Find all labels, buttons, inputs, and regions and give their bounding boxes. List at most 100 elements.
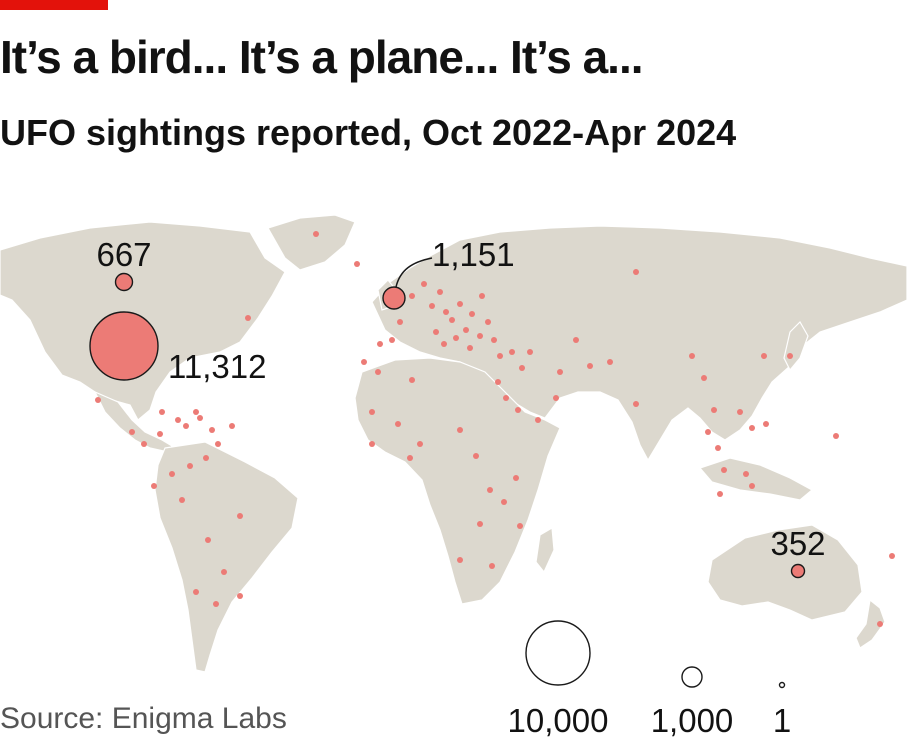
sighting-dot [209,427,215,433]
leader-line-united-kingdom [395,257,433,288]
sighting-dot [513,475,519,481]
legend-circle-1 [778,681,786,689]
sighting-dot [689,353,695,359]
bubble-canada [114,272,134,292]
label-11312: 11,312 [168,348,266,385]
sighting-dot [429,303,435,309]
sighting-dot [369,409,375,415]
sighting-dot [245,315,251,321]
sighting-dot [557,369,563,375]
legend-label-1000: 1,000 [651,702,734,739]
sighting-dot [457,557,463,563]
sighting-dot [397,319,403,325]
sighting-dot [737,409,743,415]
sighting-dot [501,499,507,505]
sighting-dot [711,407,717,413]
sighting-dot [487,487,493,493]
sighting-dot [715,445,721,451]
sighting-dot [417,441,423,447]
legend-label-1: 1 [773,702,791,739]
sighting-dot [721,467,727,473]
sighting-dot [169,471,175,477]
sighting-dot [375,369,381,375]
sighting-dot [437,289,443,295]
sighting-dot [463,327,469,333]
sighting-dot [237,593,243,599]
sighting-dot [587,363,593,369]
land-madagascar [535,527,555,574]
sighting-dot [573,337,579,343]
sighting-dot [517,523,523,529]
sighting-dot [159,409,165,415]
sighting-dot [717,491,723,497]
land-sea-islands [698,457,814,501]
sighting-dot [527,349,533,355]
sighting-dot [607,359,613,365]
sighting-dot [705,429,711,435]
sighting-dot [749,483,755,489]
landmasses [0,214,907,673]
label-667: 667 [96,236,151,273]
sighting-dot [187,463,193,469]
sighting-dot [213,601,219,607]
bubble-united-states [89,311,159,381]
sighting-dot [877,621,883,627]
sighting-dot [361,359,367,365]
sighting-dot [354,261,360,267]
sighting-dot [409,293,415,299]
sighting-dot [763,421,769,427]
sighting-dot [237,513,243,519]
sighting-dot [467,345,473,351]
sighting-dot [743,471,749,477]
sighting-dot [313,231,319,237]
legend-circle-10000 [525,620,591,686]
sighting-dot [215,441,221,447]
legend-circle-1000 [681,666,703,688]
sighting-dot [457,301,463,307]
sighting-dot [193,589,199,595]
sighting-dot [129,429,135,435]
sighting-dot [519,365,525,371]
sighting-dot [701,375,707,381]
sighting-dot [469,311,475,317]
sighting-dot [457,427,463,433]
land-australia [707,524,863,621]
sighting-dot [193,409,199,415]
chart-title: It’s a bird... It’s a plane... It’s a... [0,31,644,83]
sighting-dot [389,337,395,343]
sighting-dot [395,421,401,427]
sighting-dot [409,377,415,383]
land-new-zealand [855,598,886,649]
sighting-dot [433,329,439,335]
accent-bar [0,0,108,10]
sighting-dot [205,537,211,543]
sighting-dot [183,423,189,429]
sighting-dot [633,401,639,407]
sighting-dot [179,497,185,503]
sighting-dot [197,415,203,421]
label-352: 352 [770,525,825,562]
sighting-dot [479,293,485,299]
sighting-dot [535,417,541,423]
sighting-dot [421,281,427,287]
land-south-america [154,441,299,673]
sighting-dot [509,349,515,355]
sighting-dot [157,431,163,437]
sighting-dot [491,337,497,343]
sighting-dot [477,333,483,339]
legend-label-10000: 10,000 [508,702,609,739]
sighting-dot [833,433,839,439]
sighting-dot [95,397,101,403]
sighting-dot [477,521,483,527]
sighting-dot [503,395,509,401]
sighting-dot [473,453,479,459]
chart-subtitle: UFO sightings reported, Oct 2022-Apr 202… [0,112,737,153]
sighting-dots [95,231,895,627]
sighting-dot [175,417,181,423]
land-africa [354,357,561,605]
sighting-dot [497,353,503,359]
label-1151: 1,151 [432,236,515,273]
sighting-dot [489,563,495,569]
sighting-dot [443,309,449,315]
